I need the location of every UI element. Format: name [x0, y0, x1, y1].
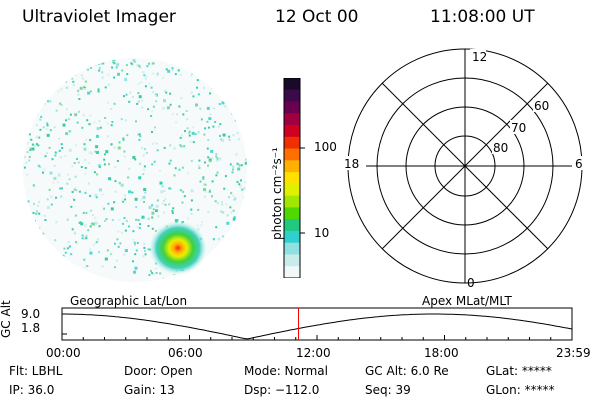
gc-altitude-value: GC Alt: 6.0 Re: [365, 364, 449, 378]
timeline-ytick-1-8: 1.8: [21, 321, 41, 335]
sequence-value: Seq: 39: [365, 383, 411, 397]
dsp-value: Dsp: −112.0: [244, 383, 320, 397]
observation-date: 12 Oct 00: [275, 7, 359, 27]
instrument-title: Ultraviolet Imager: [22, 7, 176, 27]
timeline-ytick-9: 9.0: [21, 307, 41, 321]
glon-value: GLon: *****: [486, 383, 555, 397]
timeline-xtick-12: 12:00: [296, 346, 331, 360]
timeline-xtick-24: 23:59: [556, 346, 591, 360]
polar-plot: 12 18 6 0 60 70 80: [342, 48, 586, 290]
gain-value: Gain: 13: [124, 383, 175, 397]
colorbar-gradient: [283, 78, 301, 278]
geographic-image: [23, 58, 247, 282]
lat-label-60: 60: [534, 99, 549, 113]
orbit-timeline: [61, 307, 573, 341]
colorbar-tick-10: 10: [314, 226, 330, 240]
colorbar-label: photon cm⁻²s⁻¹: [270, 147, 284, 240]
lat-label-80: 80: [493, 141, 508, 155]
mlt-label-0: 0: [467, 276, 475, 290]
timeline-ylabel: GC Alt: [0, 300, 13, 338]
aurora-hotspot: [148, 220, 208, 276]
orbit-altitude-curve: [62, 313, 573, 340]
observation-time: 11:08:00 UT: [430, 7, 535, 27]
mode-value: Mode: Normal: [244, 364, 328, 378]
left-panel-label: Geographic Lat/Lon: [70, 294, 188, 308]
mlt-label-6: 6: [575, 157, 583, 171]
image-disk: [23, 58, 247, 282]
ip-value: IP: 36.0: [9, 383, 55, 397]
colorbar-tick-100: 100: [314, 140, 337, 154]
glat-value: GLat: *****: [486, 364, 552, 378]
mlt-label-12: 12: [472, 50, 487, 64]
timeline-xtick-18: 18:00: [424, 346, 459, 360]
filter-value: Flt: LBHL: [9, 364, 63, 378]
timeline-xtick-6: 06:00: [168, 346, 203, 360]
door-value: Door: Open: [124, 364, 193, 378]
timeline-xtick-0: 00:00: [46, 346, 81, 360]
right-panel-label: Apex MLat/MLT: [422, 294, 512, 308]
lat-label-70: 70: [511, 121, 526, 135]
mlt-label-18: 18: [344, 157, 359, 171]
colorbar: [283, 78, 305, 278]
